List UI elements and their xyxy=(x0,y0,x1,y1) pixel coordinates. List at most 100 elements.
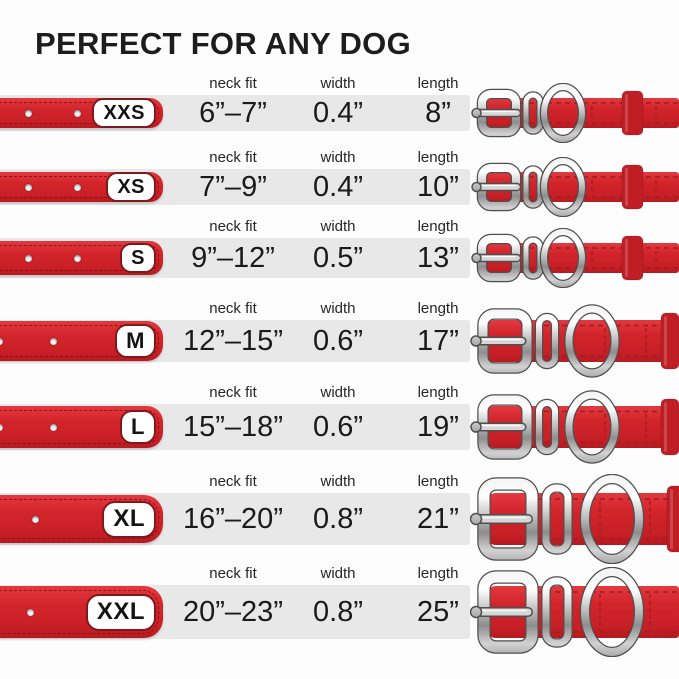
collar-hole xyxy=(50,337,57,345)
size-badge: M xyxy=(115,324,156,358)
width-value: 0.6” xyxy=(313,411,363,443)
width-value: 0.6” xyxy=(313,325,363,357)
keeper-band-highlight xyxy=(670,489,673,549)
length-label: length xyxy=(417,218,459,235)
keeper-band xyxy=(621,164,644,210)
keeper-band-highlight xyxy=(664,402,667,452)
neck-fit-value: 7”–9” xyxy=(199,171,267,203)
buckle-graphic xyxy=(470,390,679,464)
size-badge: L xyxy=(120,410,156,444)
width-label: width xyxy=(320,384,356,401)
stitch-line xyxy=(0,590,159,634)
buckle-icon xyxy=(471,83,679,143)
width-value: 0.4” xyxy=(313,171,363,203)
size-badge: S xyxy=(120,243,156,273)
length-value: 13” xyxy=(417,242,459,274)
prong-cap xyxy=(471,181,482,193)
neck-fit-value: 20”–23” xyxy=(183,596,283,628)
length-value: 17” xyxy=(417,325,459,357)
prong-cap xyxy=(471,107,482,119)
length-value: 25” xyxy=(417,596,459,628)
d-ring-icon xyxy=(581,568,643,656)
neck-fit-label: neck fit xyxy=(209,218,257,235)
page-title: PERFECT FOR ANY DOG xyxy=(35,26,412,61)
keeper-loop-icon xyxy=(536,400,558,454)
d-ring-icon xyxy=(565,391,619,463)
size-badge: XXL xyxy=(85,593,156,631)
keeper-loop-icon xyxy=(542,484,572,554)
buckle-icon xyxy=(471,228,679,288)
collar-hole xyxy=(0,337,3,345)
keeper-band xyxy=(660,312,679,370)
keeper-loop-icon xyxy=(542,577,572,647)
buckle-icon xyxy=(470,390,679,464)
length-value: 19” xyxy=(417,411,459,443)
width-label: width xyxy=(320,218,356,235)
collar-hole xyxy=(32,515,39,523)
length-value: 10” xyxy=(417,171,459,203)
keeper-band xyxy=(660,398,679,456)
collar-hole xyxy=(27,608,34,616)
prong-cap xyxy=(470,335,482,347)
keeper-band xyxy=(621,235,644,281)
collar-hole xyxy=(74,254,81,262)
collar-hole xyxy=(50,423,57,431)
width-label: width xyxy=(320,300,356,317)
width-label: width xyxy=(320,75,356,92)
collar-hole xyxy=(25,183,32,191)
keeper-band-highlight xyxy=(625,168,628,206)
neck-fit-value: 9”–12” xyxy=(191,242,275,274)
neck-fit-value: 15”–18” xyxy=(183,411,283,443)
length-label: length xyxy=(417,565,459,582)
prong-cap xyxy=(471,252,482,264)
buckle-icon xyxy=(470,474,679,564)
buckle-graphic xyxy=(470,228,679,288)
neck-fit-label: neck fit xyxy=(209,384,257,401)
collar-hole xyxy=(74,109,81,117)
width-value: 0.4” xyxy=(313,97,363,129)
stitch-line xyxy=(0,499,159,539)
width-value: 0.8” xyxy=(313,503,363,535)
stitch-line xyxy=(0,176,159,198)
width-value: 0.5” xyxy=(313,242,363,274)
length-value: 21” xyxy=(417,503,459,535)
collar-hole xyxy=(25,254,32,262)
d-ring-icon xyxy=(565,305,619,377)
stitch-line xyxy=(0,410,159,444)
length-label: length xyxy=(417,300,459,317)
size-row: XXS neck fit 6”–7” width 0.4” length 8” xyxy=(0,53,679,173)
prong-cap xyxy=(470,512,483,526)
collar-hole xyxy=(25,109,32,117)
keeper-band xyxy=(666,485,679,553)
neck-fit-label: neck fit xyxy=(209,300,257,317)
width-value: 0.8” xyxy=(313,596,363,628)
width-label: width xyxy=(320,473,356,490)
neck-fit-value: 6”–7” xyxy=(199,97,267,129)
buckle-graphic xyxy=(470,567,679,657)
length-label: length xyxy=(417,384,459,401)
prong-cap xyxy=(470,605,483,619)
buckle-graphic xyxy=(470,157,679,217)
collar-hole xyxy=(74,183,81,191)
size-badge: XS xyxy=(106,172,156,202)
size-badge: XL xyxy=(102,500,156,538)
size-row: M neck fit 12”–15” width 0.6” length 17” xyxy=(0,281,679,401)
keeper-band xyxy=(621,90,644,136)
width-label: width xyxy=(320,565,356,582)
d-ring-icon xyxy=(541,158,585,216)
width-label: width xyxy=(320,149,356,166)
d-ring-icon xyxy=(541,84,585,142)
collar-hole xyxy=(0,423,3,431)
length-label: length xyxy=(417,473,459,490)
buckle-icon xyxy=(470,304,679,378)
keeper-band-highlight xyxy=(625,239,628,277)
buckle-graphic xyxy=(470,474,679,564)
d-ring-icon xyxy=(541,229,585,287)
prong-cap xyxy=(470,421,482,433)
length-label: length xyxy=(417,149,459,166)
keeper-band-highlight xyxy=(625,94,628,132)
buckle-graphic xyxy=(470,83,679,143)
length-label: length xyxy=(417,75,459,92)
size-row: XXL neck fit 20”–23” width 0.8” length 2… xyxy=(0,552,679,672)
size-row: XL neck fit 16”–20” width 0.8” length 21… xyxy=(0,459,679,579)
